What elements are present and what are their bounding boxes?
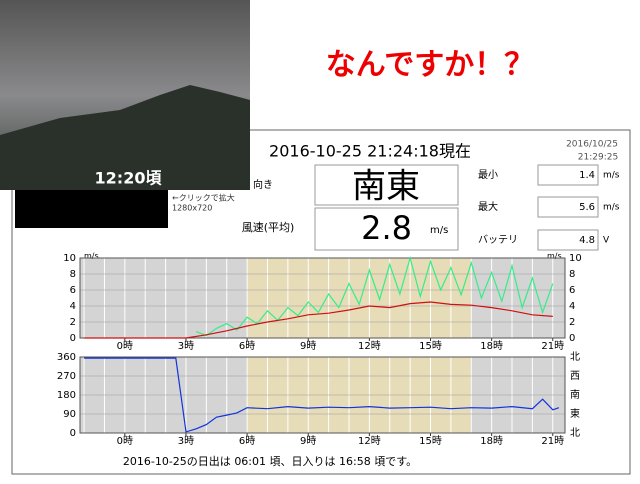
x-tick-label: 21時	[541, 435, 564, 447]
y-tick-label: 180	[57, 390, 76, 401]
box	[537, 229, 599, 251]
y-tick-label: 270	[57, 371, 76, 382]
y2-tick-label: 北	[570, 427, 580, 439]
y-tick-label: 6	[70, 285, 76, 296]
y-tick-label: 0	[569, 333, 575, 344]
x-tick-label: 18時	[480, 435, 503, 447]
label: 向き	[253, 178, 273, 191]
box	[314, 207, 459, 251]
box	[537, 164, 599, 186]
webcam-time: 12:20頃	[95, 169, 163, 188]
series-line	[84, 301, 553, 339]
footer-text: 頃です。	[371, 455, 417, 468]
x-tick-label: 3時	[178, 340, 194, 352]
x-tick-label: 6時	[239, 435, 255, 447]
trees	[0, 85, 250, 190]
y2-tick-label: 東	[570, 407, 580, 420]
unit: m/s	[430, 225, 448, 236]
y2-tick-label: 南	[570, 388, 580, 401]
box	[314, 164, 459, 206]
y-tick-label: 10	[63, 253, 76, 264]
x-tick-label: 18時	[480, 340, 503, 352]
stamp-time: 21:29:25	[578, 153, 618, 163]
direction: 南東	[352, 167, 420, 207]
black-box	[15, 190, 168, 228]
x-tick-label: 12時	[358, 435, 381, 447]
x-tick-label: 3時	[178, 435, 194, 447]
y-tick-label: 2	[70, 317, 76, 328]
unit: m/s	[603, 171, 620, 181]
plot-frame	[79, 257, 566, 339]
size: 1280x720	[172, 204, 212, 213]
x-tick-label: 21時	[541, 340, 564, 352]
label: 風速(平均)	[242, 221, 295, 234]
x-tick-label: 12時	[358, 340, 381, 352]
y-tick-label: 90	[63, 409, 76, 420]
label: 最小	[478, 169, 498, 181]
sunset: 16:58	[339, 455, 371, 468]
x-tick-label: 9時	[300, 435, 316, 447]
y2-tick-label: 北	[570, 351, 580, 363]
y-tick-label: 10	[569, 253, 582, 264]
x-tick-label: 0時	[117, 340, 133, 352]
y-tick-label: 6	[569, 285, 575, 296]
plot-frame	[79, 356, 566, 434]
webcam[interactable]: 12:20頃	[0, 0, 250, 190]
x-tick-label: 9時	[300, 340, 316, 352]
label: バッテリ	[478, 234, 518, 246]
y-unit: m/s	[547, 252, 562, 261]
banner: なんですか！？	[326, 48, 535, 83]
value: 1.4	[579, 170, 595, 181]
x-tick-label: 15時	[419, 435, 442, 447]
y2-tick-label: 西	[570, 371, 580, 382]
y-tick-label: 0	[70, 333, 76, 344]
x-tick-label: 0時	[117, 435, 133, 447]
x-tick-label: 15時	[419, 340, 442, 352]
footer: 2016-10-25の日出は 06:01 頃、日入りは 16:58 頃です。	[123, 454, 417, 468]
label: 最大	[478, 200, 498, 213]
series-line	[195, 255, 554, 337]
value: 5.6	[579, 202, 595, 213]
x-tick-label: 6時	[239, 340, 255, 352]
stamp-date: 2016/10/25	[566, 140, 618, 150]
unit: V	[603, 236, 610, 246]
y-tick-label: 4	[569, 301, 575, 312]
now: 2016-10-25 21:24:18現在	[269, 142, 471, 161]
y-tick-label: 2	[569, 317, 575, 328]
day-bg	[247, 258, 471, 338]
value: 4.8	[579, 235, 595, 246]
y-tick-label: 360	[57, 352, 76, 363]
y-tick-label: 8	[70, 269, 76, 280]
speed: 2.8	[361, 209, 412, 247]
unit: m/s	[603, 203, 620, 213]
footer-text: 2016-10-25の日出は	[123, 454, 234, 468]
hint: ←クリックで拡大	[172, 193, 235, 203]
y-tick-label: 0	[70, 428, 76, 439]
y-unit: m/s	[84, 252, 99, 261]
footer-text: 頃、日入りは	[266, 455, 339, 468]
sunrise: 06:01	[234, 455, 266, 468]
y-tick-label: 4	[70, 301, 76, 312]
series-line	[84, 357, 560, 433]
y-tick-label: 8	[569, 269, 575, 280]
box	[537, 196, 599, 218]
